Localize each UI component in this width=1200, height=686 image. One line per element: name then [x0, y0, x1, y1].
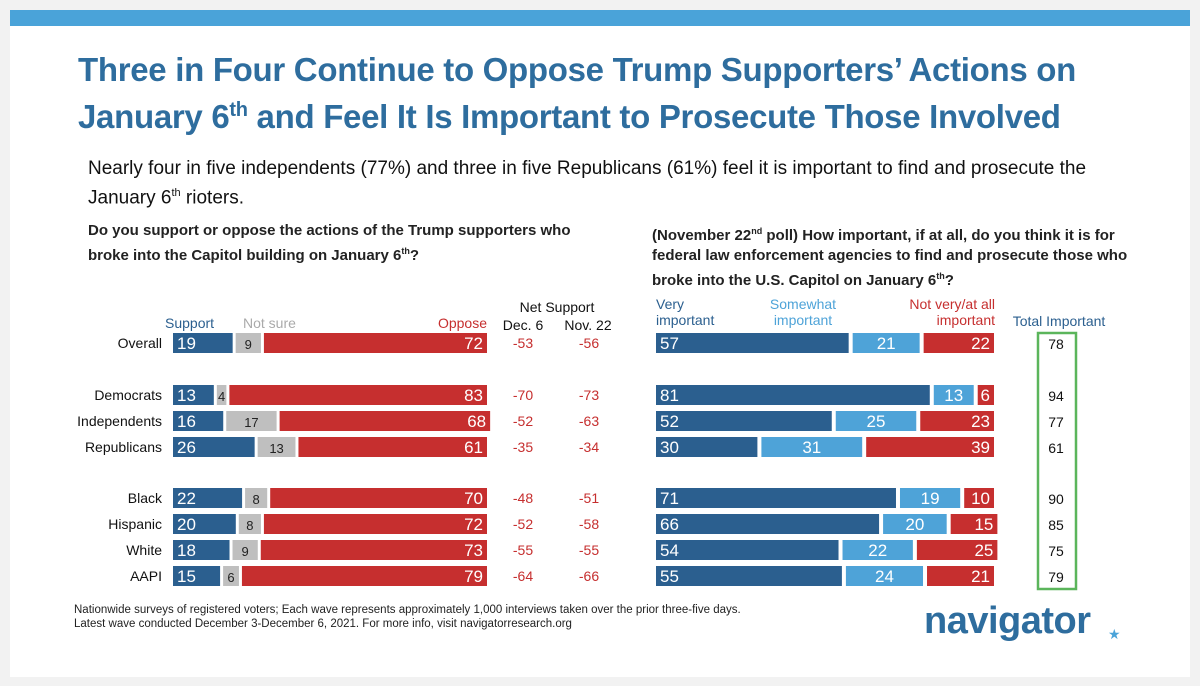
dec6-header: Dec. 6	[502, 317, 544, 333]
right-question-text-2: poll) How important, if at all, do you t…	[652, 227, 1128, 289]
subtitle-superscript: th	[171, 187, 181, 199]
net-support-header: Net Support	[519, 299, 595, 315]
legend-oppose: Oppose	[437, 315, 487, 331]
footer-line-1: Nationwide surveys of registered voters;…	[74, 604, 741, 616]
right-question-text-3: ?	[944, 272, 954, 289]
legend-notvery-line1: Not very/at all	[909, 296, 995, 312]
legend-not-very-important: Not very/at all important	[880, 296, 995, 328]
title-line-2-start: January 6	[78, 98, 230, 135]
total-important-header: Total Important	[1012, 313, 1106, 329]
row-label-republicans: Republicans	[84, 439, 162, 455]
left-question-end: ?	[409, 247, 420, 264]
top-accent-bar	[10, 10, 1190, 26]
left-question: Do you support or oppose the actions of …	[88, 221, 608, 266]
left-question-text: Do you support or oppose the actions of …	[88, 222, 571, 264]
legend-very-line2: important	[656, 312, 715, 328]
subtitle-text-end: rioters.	[180, 187, 244, 209]
nov22-header: Nov. 22	[564, 317, 612, 333]
slide-title: Three in Four Continue to Oppose Trump S…	[78, 50, 1158, 137]
row-label-overall: Overall	[117, 335, 162, 351]
row-label-hispanic: Hispanic	[108, 516, 162, 532]
star-icon: ★	[1108, 626, 1121, 642]
footer-notes: Nationwide surveys of registered voters;…	[74, 603, 854, 631]
right-question-text-1: (November 22	[652, 227, 752, 244]
row-label-independents: Independents	[77, 413, 162, 429]
slide-subtitle: Nearly four in five independents (77%) a…	[88, 157, 1128, 210]
right-question-superscript-2: th	[936, 271, 945, 281]
title-line-1: Three in Four Continue to Oppose Trump S…	[78, 51, 1076, 88]
left-question-superscript: th	[401, 246, 410, 256]
navigator-logo: navigator	[924, 600, 1091, 642]
right-question: (November 22nd poll) How important, if a…	[652, 221, 1132, 291]
right-question-superscript-1: nd	[751, 226, 763, 236]
legend-not-sure: Not sure	[243, 315, 296, 331]
footer-line-2: Latest wave conducted December 3-Decembe…	[74, 618, 572, 630]
title-line-2-end: and Feel It Is Important to Prosecute Th…	[247, 98, 1061, 135]
row-label-black: Black	[127, 490, 162, 506]
legend-very-line1: Very	[656, 296, 685, 312]
legend-notvery-line2: important	[936, 312, 995, 328]
row-label-democrats: Democrats	[94, 387, 162, 403]
legend-somewhat-important: Somewhat important	[760, 296, 846, 328]
legend-somewhat-line1: Somewhat	[769, 296, 837, 312]
legend-very-important: Very important	[656, 296, 746, 328]
subtitle-text: Nearly four in five independents (77%) a…	[88, 158, 1087, 209]
legend-support: Support	[165, 315, 215, 331]
legend-somewhat-line2: important	[773, 312, 833, 328]
row-label-white: White	[126, 542, 162, 558]
title-superscript: th	[229, 99, 248, 121]
row-label-aapi: AAPI	[130, 568, 162, 584]
